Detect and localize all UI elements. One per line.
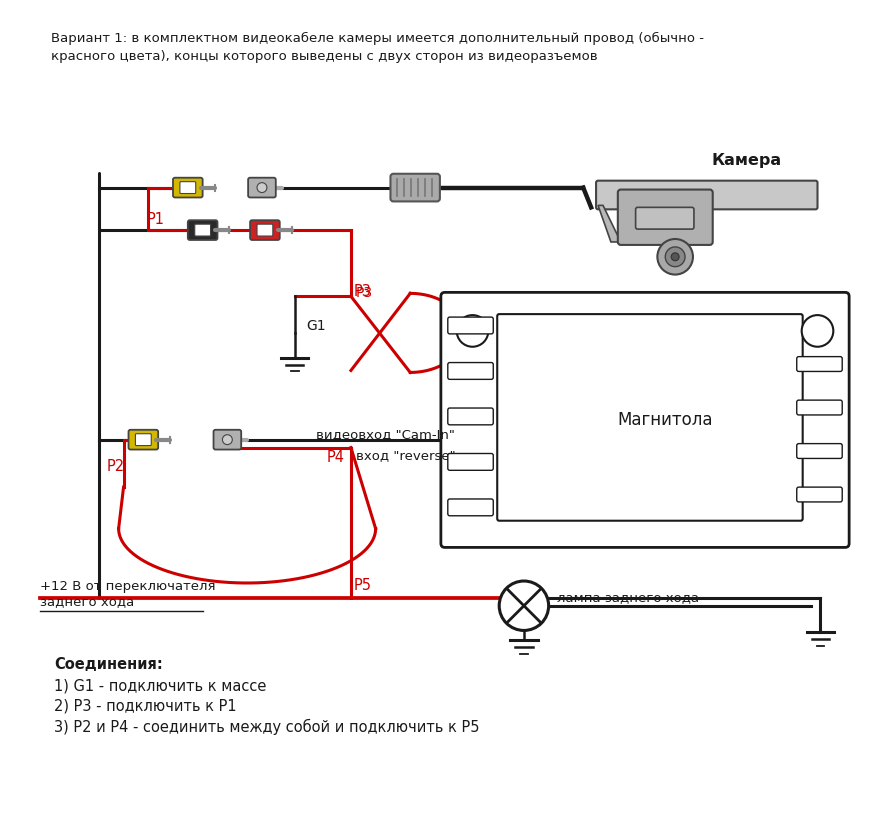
FancyBboxPatch shape (248, 177, 276, 198)
FancyBboxPatch shape (180, 181, 195, 194)
Text: P1: P1 (146, 213, 164, 227)
FancyBboxPatch shape (391, 174, 440, 201)
FancyBboxPatch shape (618, 190, 713, 245)
FancyBboxPatch shape (448, 408, 493, 424)
Text: +12 В от переключателя: +12 В от переключателя (40, 580, 215, 593)
FancyBboxPatch shape (441, 292, 850, 548)
FancyBboxPatch shape (497, 314, 803, 521)
Text: Вариант 1: в комплектном видеокабеле камеры имеется дополнительный провод (обычн: Вариант 1: в комплектном видеокабеле кам… (51, 32, 705, 45)
Text: G1: G1 (307, 319, 326, 333)
Circle shape (666, 247, 685, 267)
Text: 2) Р3 - подключить к Р1: 2) Р3 - подключить к Р1 (55, 699, 237, 713)
FancyBboxPatch shape (214, 429, 241, 450)
Circle shape (257, 182, 267, 193)
FancyBboxPatch shape (194, 224, 210, 236)
FancyBboxPatch shape (448, 317, 493, 334)
Circle shape (802, 315, 834, 346)
Text: P3: P3 (356, 287, 373, 300)
Text: P5: P5 (354, 578, 372, 593)
FancyBboxPatch shape (796, 400, 842, 415)
FancyBboxPatch shape (257, 224, 273, 236)
Text: P3: P3 (354, 284, 372, 300)
FancyBboxPatch shape (448, 499, 493, 516)
Text: Магнитола: Магнитола (617, 410, 713, 429)
Text: видеовход "Cam-In": видеовход "Cam-In" (316, 428, 455, 441)
Text: Соединения:: Соединения: (55, 657, 164, 672)
Text: 3) Р2 и Р4 - соединить между собой и подключить к Р5: 3) Р2 и Р4 - соединить между собой и под… (55, 718, 480, 735)
FancyBboxPatch shape (135, 433, 151, 446)
FancyBboxPatch shape (636, 208, 694, 229)
Text: вход "reverse": вход "reverse" (356, 450, 455, 462)
FancyBboxPatch shape (796, 356, 842, 371)
FancyBboxPatch shape (448, 363, 493, 379)
Text: красного цвета), концы которого выведены с двух сторон из видеоразъемов: красного цвета), концы которого выведены… (51, 50, 598, 63)
Circle shape (499, 581, 549, 631)
Circle shape (457, 315, 488, 346)
Text: Камера: Камера (712, 153, 781, 168)
Text: лампа заднего хода: лампа заднего хода (557, 591, 698, 604)
FancyBboxPatch shape (596, 181, 818, 209)
Text: 1) G1 - подключить к массе: 1) G1 - подключить к массе (55, 679, 267, 694)
FancyBboxPatch shape (128, 429, 158, 450)
FancyBboxPatch shape (187, 220, 217, 240)
FancyBboxPatch shape (173, 177, 202, 198)
Circle shape (671, 253, 679, 261)
FancyBboxPatch shape (448, 453, 493, 470)
Polygon shape (598, 205, 621, 242)
FancyBboxPatch shape (796, 443, 842, 458)
Text: P4: P4 (326, 450, 344, 465)
Text: заднего хода: заднего хода (40, 594, 133, 608)
Text: P2: P2 (107, 460, 125, 475)
Circle shape (658, 239, 693, 274)
Circle shape (223, 434, 232, 445)
FancyBboxPatch shape (250, 220, 279, 240)
FancyBboxPatch shape (796, 487, 842, 502)
